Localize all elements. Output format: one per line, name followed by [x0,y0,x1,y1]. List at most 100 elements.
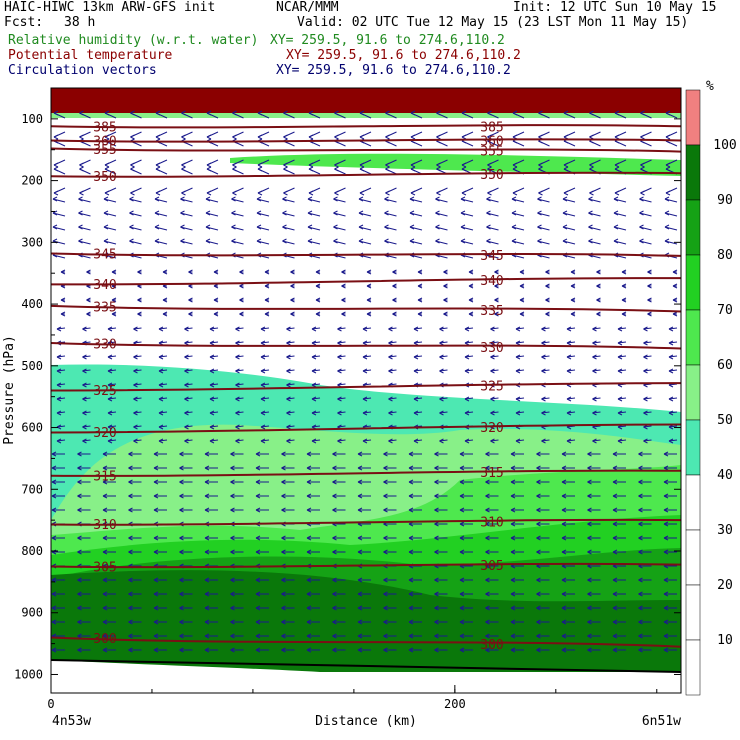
wind-vector-head [436,110,441,116]
wind-vector-head [128,647,133,653]
wind-vector-head [485,577,490,583]
theta-label: 300 [480,638,503,653]
wind-vector-head [230,605,235,611]
wind-vector-head [621,269,627,275]
wind-vector-head [436,162,441,168]
wind-vector-head [130,110,135,116]
model-title: HAIC-HIWC 13km ARW-GFS init [4,0,216,15]
colorbar-label: 80 [717,248,733,263]
wind-vector-head [204,619,210,625]
wind-vector-head [180,196,185,202]
wind-vector-head [56,382,62,388]
wind-vector-head [494,269,499,275]
wind-vector-head [459,493,465,499]
wind-vector-head [383,465,388,471]
wind-vector-head [51,605,57,611]
theta-label: 335 [93,300,116,315]
wind-vector-head [434,465,439,471]
wind-vector-head [306,619,312,625]
wind-vector-head [82,410,87,416]
wind-vector-head [128,619,133,625]
wind-vector-head [255,633,261,639]
wind-vector-head [434,647,439,653]
wind-vector-head [332,619,337,625]
wind-vector-head [332,479,337,485]
wind-vector-head [290,311,295,317]
wind-vector-head [510,577,516,583]
wind-vector-head [255,507,261,513]
wind-vector-head [665,166,671,172]
wind-vector-head [510,591,516,597]
wind-vector-head [51,535,57,541]
wind-vector-head [257,134,263,140]
wind-vector-head [612,451,618,457]
wind-vector-head [232,134,237,140]
wind-vector-head [536,549,541,555]
wind-vector-head [510,647,516,653]
wind-vector-head [587,465,592,471]
wind-vector-head [102,647,108,653]
wind-vector-head [647,311,652,317]
wind-vector-head [184,438,189,444]
wind-vector-head [392,311,397,317]
theta-label: 350 [480,168,503,183]
wind-vector-head [153,619,159,625]
wind-vector-head [435,210,440,216]
wind-vector-head [668,340,674,346]
wind-vector-head [640,110,645,116]
valid-time: Valid: 02 UTC Tue 12 May 15 (23 LST Mon … [297,15,689,30]
wind-vector-head [563,190,569,196]
wind-vector-head [158,382,164,388]
wind-vector-head [155,134,161,140]
wind-vector-head [536,521,541,527]
wind-vector-head [256,210,262,216]
wind-vector-head [485,535,490,541]
wind-vector-head [617,368,623,374]
wind-vector-head [408,605,414,611]
plot-frame [50,87,682,694]
wind-vector-head [614,110,620,116]
wind-vector-head [536,619,541,625]
wind-vector-head [204,535,210,541]
wind-vector-head [306,507,312,513]
wind-vector-head [587,633,592,639]
wind-vector-head [494,311,499,317]
wind-vector-head [388,368,393,374]
wind-vector-head [133,396,138,402]
wind-vector-head [153,549,159,555]
wind-vector-head [86,269,91,275]
wind-vector-head [461,110,467,116]
wind-vector-head [179,577,184,583]
wind-vector-head [264,283,270,289]
colorbar-swatch [685,584,701,641]
wind-vector-head [281,535,286,541]
wind-vector-head [359,190,365,196]
wind-vector-head [643,368,648,374]
wind-vector-head [86,311,91,317]
wind-vector-head [638,605,643,611]
wind-vector-head [388,396,393,402]
wind-vector-head [434,549,439,555]
wind-vector-head [180,224,185,230]
wind-vector-head [341,297,346,303]
wind-vector-head [154,196,160,202]
wind-vector-head [205,196,211,202]
theta-label: 310 [93,518,116,533]
wind-vector-head [640,190,645,196]
wind-vector-head [384,196,389,202]
colorbar-label: 50 [717,413,733,428]
wind-vector-head [256,196,262,202]
wind-vector-head [485,479,490,485]
wind-vector-head [566,368,572,374]
wind-vector-head [562,238,568,244]
theta-contour-325 [51,382,681,392]
wind-vector-head [383,605,388,611]
wind-vector-head [638,591,643,597]
colorbar-swatch [685,639,701,696]
wind-vector-head [102,577,108,583]
wind-vector-head [184,424,189,430]
wind-vector-head [413,354,419,360]
wind-vector-head [612,549,618,555]
wind-vector-head [519,311,525,317]
wind-vector-head [512,110,518,116]
